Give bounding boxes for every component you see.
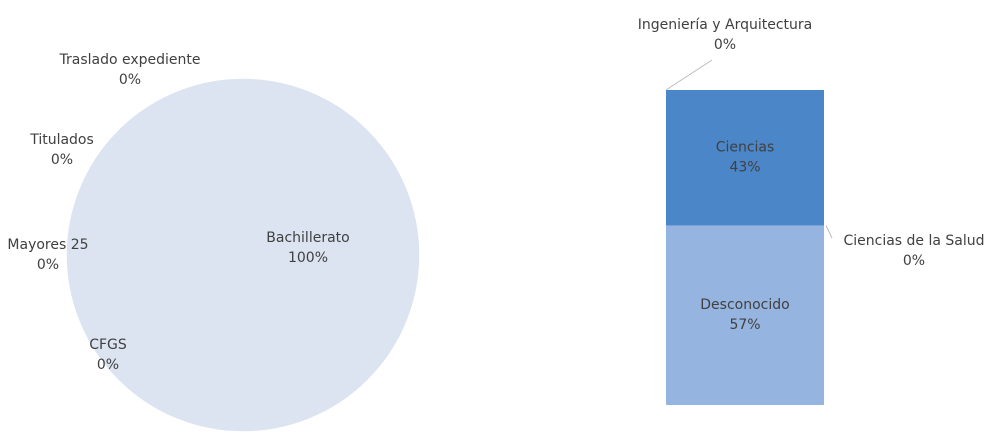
label-value: 57%	[729, 317, 760, 333]
label-name: Desconocido	[700, 297, 789, 313]
label-name: Titulados	[29, 132, 94, 148]
label-value: 100%	[288, 250, 328, 266]
label-name: Ciencias	[716, 140, 775, 156]
label-value: 0%	[37, 257, 59, 273]
label-value: 43%	[729, 160, 760, 176]
label-value: 0%	[903, 253, 925, 269]
label-value: 0%	[97, 357, 119, 373]
label-value: 0%	[714, 37, 736, 53]
bar-segment	[666, 90, 824, 226]
label-name: Mayores 25	[7, 237, 88, 253]
label-value: 0%	[51, 152, 73, 168]
label-name: Ingeniería y Arquitectura	[638, 17, 813, 33]
label-value: 0%	[119, 72, 141, 88]
label-name: CFGS	[89, 337, 127, 353]
bar-segment	[666, 225, 824, 405]
label-name: Ciencias de la Salud	[843, 233, 984, 249]
label-name: Bachillerato	[266, 230, 349, 246]
pie-slice	[65, 77, 421, 433]
leader-line	[825, 225, 833, 239]
label-name: Traslado expediente	[58, 52, 200, 68]
leader-line	[665, 59, 713, 91]
